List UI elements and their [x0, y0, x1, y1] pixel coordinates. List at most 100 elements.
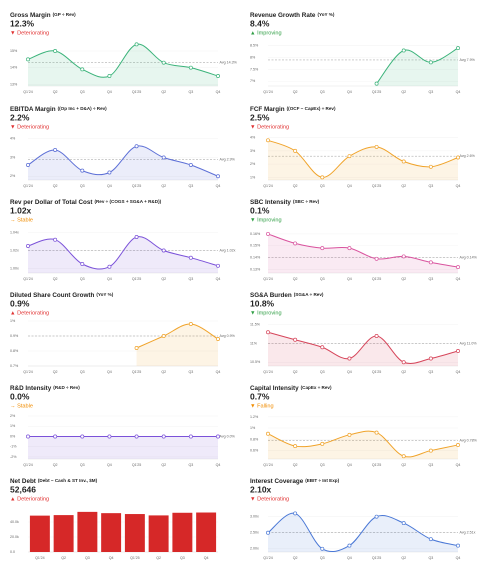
x-tick-label: Q3	[188, 370, 193, 374]
line	[267, 512, 459, 553]
metric-status: ▼ Deteriorating	[250, 124, 289, 130]
y-tick-label: 1%	[10, 319, 16, 323]
y-tick-label: 1%	[250, 175, 256, 179]
metric-panel: Revenue Growth Rate (YoY %)8.4%▲ Improvin…	[250, 12, 476, 94]
x-tick-label: Q2	[293, 370, 298, 374]
x-tick-label: Q4	[216, 463, 221, 467]
metric-status: ▲ Deteriorating	[10, 310, 49, 316]
line	[267, 139, 459, 178]
point	[320, 345, 325, 350]
point	[293, 148, 298, 153]
point	[347, 356, 352, 361]
metric-value: 2.2%	[10, 112, 30, 122]
line-area	[136, 323, 218, 366]
x-tick-label: Q4	[456, 463, 461, 467]
x-tick-label: Q2	[401, 277, 406, 281]
point	[216, 434, 220, 439]
x-tick-label: Q3	[188, 184, 193, 188]
x-tick-label: Q1'24	[23, 463, 32, 467]
x-tick-label: Q2	[156, 556, 161, 560]
y-tick-label: 0.7%	[10, 364, 19, 368]
metric-status: ▼ Deteriorating	[10, 124, 49, 130]
x-tick-label: Q1'24	[263, 370, 272, 374]
x-tick-label: Q1'25	[132, 277, 141, 281]
metric-title: Gross Margin (GP ÷ Rev)	[10, 12, 76, 19]
x-tick-label: Q3	[428, 556, 433, 560]
metric-panel: Rev per Dollar of Total Cost (Rev ÷ (COGS…	[10, 199, 236, 281]
average-label: Avg 0.14%	[460, 256, 478, 260]
x-tick-label: Q3	[188, 90, 193, 94]
x-tick-label: Q2	[293, 277, 298, 281]
x-tick-label: Q3	[320, 90, 325, 94]
x-tick-label: Q4	[107, 463, 112, 467]
point	[456, 442, 460, 447]
point	[347, 246, 352, 251]
x-tick-label: Q1'25	[132, 370, 141, 374]
x-tick-label: Q4	[204, 556, 209, 560]
y-tick-label: 13%	[10, 82, 18, 86]
x-tick-label: Q2	[53, 277, 58, 281]
metric-status: ▼ Improving	[250, 310, 282, 316]
point	[456, 46, 460, 51]
point	[188, 65, 193, 70]
x-tick-label: Q1'24	[35, 556, 44, 560]
point	[401, 454, 406, 459]
metric-value: 8.4%	[250, 18, 270, 28]
point	[26, 163, 30, 167]
x-tick-label: Q2	[53, 90, 58, 94]
metric-status: → Stable	[10, 217, 33, 223]
line	[136, 323, 219, 349]
point	[320, 246, 325, 251]
x-tick-label: Q3	[320, 277, 325, 281]
average-label: Avg 0.9%	[220, 334, 236, 338]
x-tick-label: Q4	[107, 184, 112, 188]
point	[320, 175, 325, 180]
metric-value: 1.02x	[10, 205, 32, 215]
x-tick-label: Q3	[428, 90, 433, 94]
point	[80, 67, 85, 72]
y-tick-label: 8.5%	[250, 44, 259, 48]
metric-subtitle: (SBC ÷ Rev)	[293, 199, 320, 204]
x-tick-label: Q4	[216, 370, 221, 374]
metric-value: 2.5%	[250, 112, 270, 122]
x-tick-label: Q3	[80, 277, 85, 281]
point	[134, 235, 139, 239]
point	[266, 138, 270, 143]
metric-title: FCF Margin ((OCF − CapEx) ÷ Rev)	[250, 106, 336, 113]
y-tick-label: 11.5%	[250, 323, 261, 327]
y-tick-label: 2%	[10, 174, 16, 178]
x-tick-label: Q4	[107, 370, 112, 374]
x-tick-label: Q1'25	[372, 277, 381, 281]
point	[216, 174, 220, 179]
x-tick-label: Q4	[107, 90, 112, 94]
x-tick-label: Q4	[456, 184, 461, 188]
line-area	[28, 436, 218, 459]
line-area	[268, 513, 458, 552]
point	[53, 49, 58, 53]
metric-panel: SG&A Burden (SG&A ÷ Rev)10.8%▼ Improving1…	[250, 292, 477, 374]
line-area	[268, 140, 458, 180]
metric-title-text: Gross Margin	[10, 12, 51, 19]
x-tick-label: Q4	[456, 556, 461, 560]
metric-status: ▼ Deteriorating	[10, 30, 49, 36]
x-tick-label: Q3	[320, 370, 325, 374]
y-tick-label: 3%	[250, 149, 256, 153]
x-tick-label: Q3	[320, 556, 325, 560]
point	[161, 248, 166, 253]
y-tick-label: 0%	[10, 434, 16, 438]
point	[401, 360, 406, 365]
metric-subtitle: ((Op Inc + D&A) ÷ Rev)	[58, 106, 108, 111]
point	[428, 448, 433, 453]
y-tick-label: 0.9%	[10, 334, 19, 338]
point	[266, 431, 270, 436]
y-tick-label: 2%	[10, 414, 16, 418]
x-tick-label: Q3	[188, 277, 193, 281]
x-tick-label: Q1'24	[263, 463, 272, 467]
y-tick-label: 1%	[250, 426, 256, 430]
x-tick-label: Q2	[401, 184, 406, 188]
average-label: Avg 7.9%	[460, 58, 476, 62]
point	[293, 444, 298, 449]
x-tick-label: Q3	[80, 184, 85, 188]
x-tick-label: Q1'24	[263, 277, 272, 281]
